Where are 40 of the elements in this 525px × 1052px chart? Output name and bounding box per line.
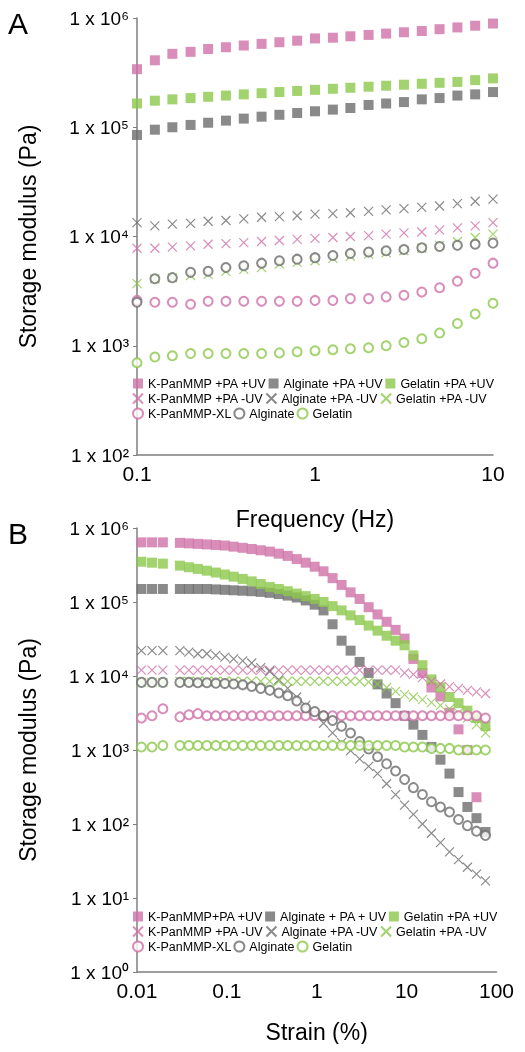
text: A xyxy=(8,6,29,40)
x-axis-title: Strain (%) xyxy=(265,1018,368,1045)
text: B xyxy=(8,516,29,550)
legend-label: Alginate +PA +UV xyxy=(283,376,384,391)
x-tick-label: 1 xyxy=(310,979,323,1002)
y-tick-label: 1 x 10⁴ xyxy=(69,226,129,247)
legend-label: Gelatin +PA -UV xyxy=(396,391,488,406)
legend-label: Gelatin xyxy=(312,939,353,954)
x-tick-label: 10 xyxy=(481,462,505,485)
y-axis-title: Storage modulus (Pa) xyxy=(14,124,41,349)
x-tick-label: 0.1 xyxy=(212,979,242,1002)
legend-label: Alginate +PA -UV xyxy=(281,924,379,939)
x-axis-title: Frequency (Hz) xyxy=(235,505,395,532)
y-tick-label: 1 x 10³ xyxy=(70,739,129,761)
x-tick-label: 100 xyxy=(478,979,514,1002)
y-tick-label: 1 x 10⁶ xyxy=(69,7,129,29)
legend-label: Gelatin +PA +UV xyxy=(403,909,499,924)
legend-label: Alginate xyxy=(249,939,295,954)
y-axis-title: Storage modulus (Pa) xyxy=(14,638,41,862)
legend-label: K-PanMMP+PA +UV xyxy=(148,909,264,924)
y-tick-label: 1 x 10² xyxy=(70,813,129,835)
legend-label: K-PanMMP +PA -UV xyxy=(148,391,264,406)
legend-label: K-PanMMP +PA -UV xyxy=(148,924,264,939)
legend-label: Gelatin +PA +UV xyxy=(400,376,495,391)
legend-label: Alginate +PA -UV xyxy=(281,391,379,406)
y-tick-label: 1 x 10¹ xyxy=(70,887,129,909)
legend-label: Gelatin xyxy=(312,406,353,421)
x-tick-label: 1 xyxy=(309,462,321,485)
legend-label: Alginate + PA + UV xyxy=(280,909,387,924)
y-tick-label: 1 x 10⁶ xyxy=(69,517,129,539)
legend-label: Gelatin +PA -UV xyxy=(396,924,488,939)
y-tick-label: 1 x 10⁵ xyxy=(69,591,129,613)
y-tick-label: 1 x 10³ xyxy=(70,335,129,357)
x-tick-label: 10 xyxy=(394,979,419,1002)
y-tick-label: 1 x 10⁴ xyxy=(69,665,129,687)
legend-label: K-PanMMP-XL xyxy=(148,939,232,954)
legend-label: K-PanMMP +PA +UV xyxy=(148,376,267,391)
y-tick-label: 1 x 10⁵ xyxy=(69,116,129,138)
legend-label: K-PanMMP-XL xyxy=(148,406,232,421)
legend-label: Alginate xyxy=(249,406,295,421)
